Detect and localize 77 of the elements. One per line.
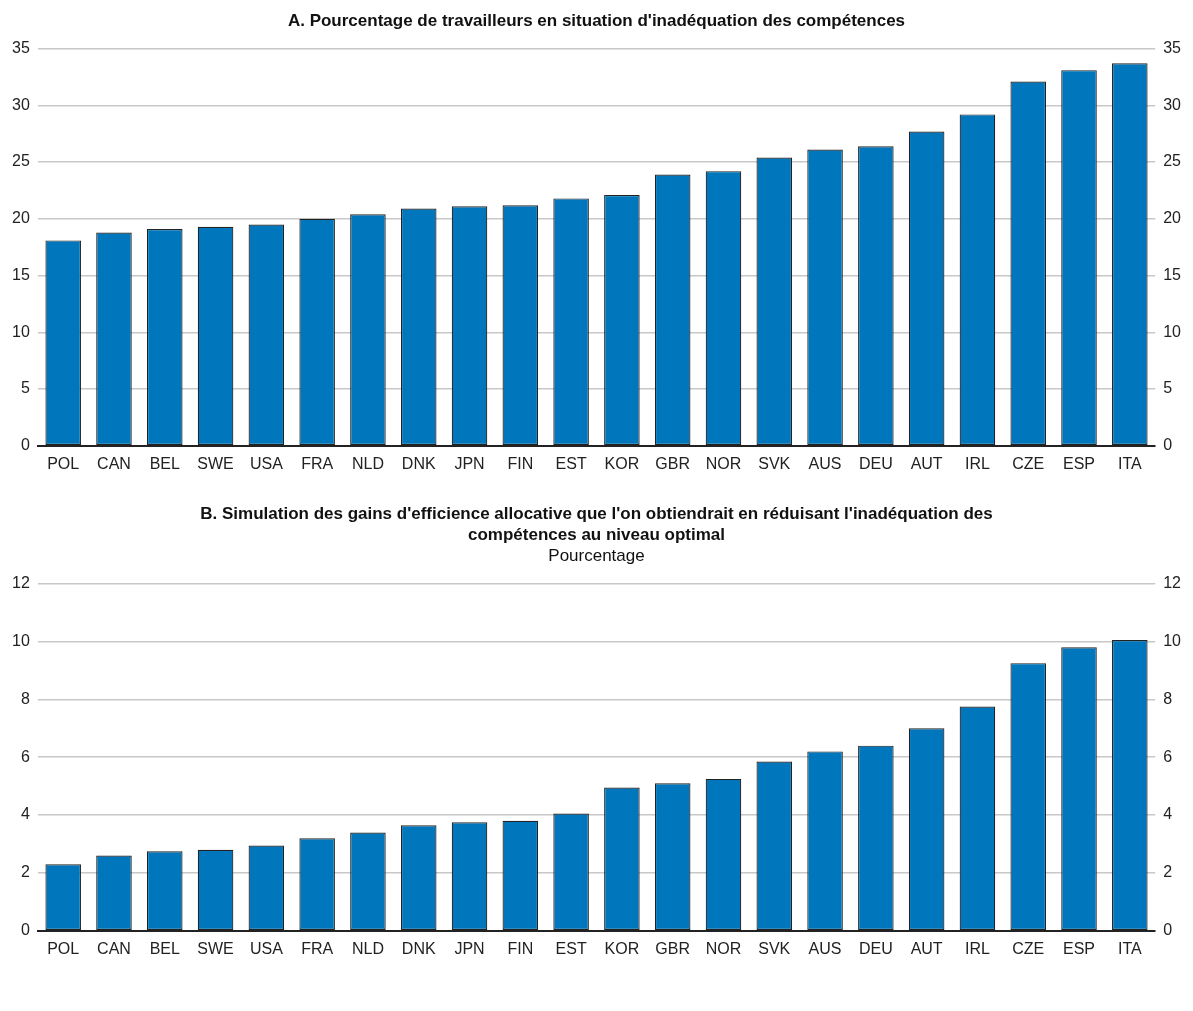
y2-tick-label: 4 xyxy=(1163,805,1173,823)
y2-tick-label: 2 xyxy=(1163,863,1173,881)
x-tick-label: ITA xyxy=(1117,454,1142,472)
x-tick-label: ESP xyxy=(1063,454,1096,472)
x-tick-label: GBR xyxy=(655,939,691,957)
x-tick-label: CZE xyxy=(1012,454,1045,472)
y-tick-label: 6 xyxy=(20,747,30,765)
x-tick-label: AUT xyxy=(910,939,943,957)
y-tick-label: 10 xyxy=(12,631,30,649)
x-tick-label: USA xyxy=(249,939,284,957)
x-tick-label: NOR xyxy=(705,454,742,472)
x-tick-label: SWE xyxy=(197,939,234,957)
x-tick-label: JPN xyxy=(454,454,485,472)
x-tick-label: USA xyxy=(249,454,284,472)
y2-tick-label: 10 xyxy=(1163,631,1182,649)
x-tick-label: AUT xyxy=(910,454,943,472)
y-tick-label: 2 xyxy=(20,863,30,881)
y2-tick-label: 12 xyxy=(1163,574,1182,592)
x-tick-label: CAN xyxy=(97,454,131,472)
x-tick-label: SVK xyxy=(758,939,791,957)
x-tick-label: FRA xyxy=(301,454,334,472)
x-tick-label: NLD xyxy=(351,454,384,472)
x-tick-label: POL xyxy=(47,454,80,472)
y2-tick-label: 35 xyxy=(1163,39,1182,57)
y-tick-label: 5 xyxy=(20,379,30,397)
chart-subtitle: Pourcentage xyxy=(547,545,646,566)
x-tick-label: SVK xyxy=(758,454,791,472)
x-tick-label: BEL xyxy=(149,939,180,957)
y-tick-label: 4 xyxy=(20,805,30,823)
x-tick-label: DEU xyxy=(858,454,893,472)
x-tick-label: NLD xyxy=(351,939,384,957)
x-tick-label: DEU xyxy=(858,939,893,957)
x-tick-label: AUS xyxy=(808,454,842,472)
x-tick-label: KOR xyxy=(604,939,640,957)
x-tick-label: DNK xyxy=(401,454,436,472)
x-tick-label: FIN xyxy=(507,454,534,472)
x-tick-label: GBR xyxy=(655,454,691,472)
x-tick-label: ITA xyxy=(1117,939,1142,957)
x-tick-label: IRL xyxy=(964,939,990,957)
y-tick-label: 8 xyxy=(20,689,30,707)
y2-tick-label: 6 xyxy=(1163,747,1173,765)
x-tick-label: SWE xyxy=(197,454,234,472)
y-tick-label: 0 xyxy=(20,921,30,939)
x-tick-label: AUS xyxy=(808,939,842,957)
y2-tick-label: 10 xyxy=(1163,322,1182,340)
chart-title: A. Pourcentage de travailleurs en situation d'inadéquation des compétences xyxy=(286,10,907,31)
y-tick-label: 0 xyxy=(20,436,30,454)
x-tick-label: FRA xyxy=(301,939,334,957)
x-tick-label: IRL xyxy=(964,454,990,472)
x-tick-label: NOR xyxy=(705,939,742,957)
y-tick-label: 20 xyxy=(12,209,30,227)
y2-tick-label: 0 xyxy=(1163,436,1173,454)
x-tick-label: EST xyxy=(555,939,587,957)
y-tick-label: 35 xyxy=(12,39,30,57)
y2-tick-label: 25 xyxy=(1163,152,1182,170)
x-tick-label: KOR xyxy=(604,454,640,472)
y-tick-label: 10 xyxy=(12,322,30,340)
x-tick-label: CAN xyxy=(97,939,131,957)
y2-tick-label: 20 xyxy=(1163,209,1182,227)
x-tick-label: BEL xyxy=(149,454,180,472)
x-tick-label: ESP xyxy=(1063,939,1096,957)
y-tick-label: 15 xyxy=(12,265,30,283)
x-tick-label: FIN xyxy=(507,939,534,957)
x-tick-label: EST xyxy=(555,454,587,472)
x-tick-label: CZE xyxy=(1012,939,1045,957)
y2-tick-label: 0 xyxy=(1163,921,1173,939)
y2-tick-label: 30 xyxy=(1163,95,1182,113)
x-tick-label: POL xyxy=(47,939,80,957)
chart-title: B. Simulation des gains d'efficience allocative que l'on obtiendrait en réduisant l'inadéquation des compétences au niveau optimal xyxy=(199,503,994,545)
y-tick-label: 12 xyxy=(12,574,30,592)
x-tick-label: JPN xyxy=(454,939,485,957)
y-tick-label: 25 xyxy=(12,152,30,170)
y2-tick-label: 15 xyxy=(1163,265,1182,283)
y2-tick-label: 5 xyxy=(1163,379,1173,397)
y2-tick-label: 8 xyxy=(1163,689,1173,707)
x-tick-label: DNK xyxy=(401,939,436,957)
y-tick-label: 30 xyxy=(12,95,30,113)
